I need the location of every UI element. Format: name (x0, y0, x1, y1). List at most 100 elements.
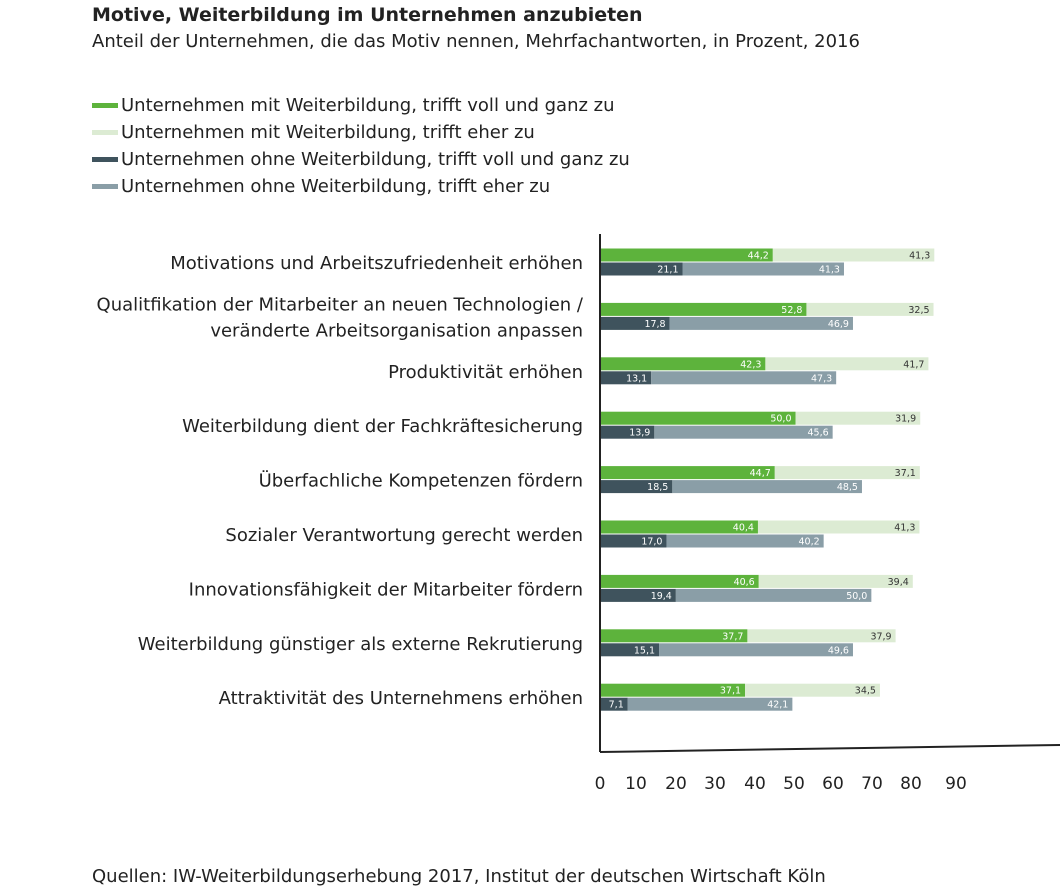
data-label: 37,7 (722, 631, 743, 642)
bar (600, 683, 746, 697)
x-axis-line (599, 744, 1061, 753)
bar (765, 357, 929, 371)
data-label: 45,6 (807, 428, 828, 439)
bar (675, 588, 872, 602)
data-label: 18,5 (647, 482, 668, 493)
x-tick-label: 80 (900, 774, 922, 794)
category-label: veränderte Arbeitsorganisation anpassen (210, 320, 583, 341)
data-label: 37,1 (895, 468, 916, 479)
bar (600, 588, 676, 602)
bar (600, 371, 652, 385)
data-label: 15,1 (634, 645, 655, 656)
data-label: 32,5 (908, 305, 929, 316)
bar (774, 466, 920, 480)
bar (600, 425, 655, 439)
chart-title: Motive, Weiterbildung im Unternehmen anz… (92, 4, 643, 26)
data-label: 40,4 (733, 523, 754, 534)
bar-chart: Motivations und Arbeitszufriedenheit erh… (97, 234, 1061, 794)
bar (669, 316, 853, 330)
bar (758, 574, 913, 588)
data-label: 37,9 (870, 631, 891, 642)
data-label: 13,1 (626, 373, 647, 384)
legend-item-without-training-partial: Unternehmen ohne Weiterbildung, trifft e… (92, 173, 630, 200)
data-label: 50,0 (770, 414, 791, 425)
legend-swatch (92, 157, 118, 162)
data-label: 47,3 (811, 373, 832, 384)
data-label: 44,7 (750, 468, 771, 479)
bar (806, 302, 934, 316)
bar (772, 248, 935, 262)
data-label: 44,2 (748, 251, 769, 262)
bar (600, 411, 796, 425)
data-label: 40,6 (734, 577, 755, 588)
x-tick-label: 40 (744, 774, 766, 794)
x-tick-label: 70 (861, 774, 883, 794)
category-label: Produktivität erhöhen (388, 362, 583, 383)
data-label: 42,3 (740, 359, 761, 370)
bar (600, 248, 773, 262)
bar (795, 411, 921, 425)
category-label: Innovationsfähigkeit der Mitarbeiter för… (189, 579, 583, 600)
bar (600, 643, 660, 657)
x-tick-label: 20 (665, 774, 687, 794)
legend-swatch (92, 130, 118, 135)
bar (600, 697, 628, 711)
data-label: 41,3 (909, 251, 930, 262)
x-tick-label: 90 (945, 774, 967, 794)
data-label: 17,8 (644, 319, 665, 330)
bar (600, 466, 775, 480)
data-label: 49,6 (828, 645, 849, 656)
data-label: 41,3 (894, 523, 915, 534)
data-label: 39,4 (888, 577, 909, 588)
bar (600, 534, 667, 548)
legend-item-without-training-full: Unternehmen ohne Weiterbildung, trifft v… (92, 146, 630, 173)
legend-label: Unternehmen ohne Weiterbildung, trifft v… (121, 149, 630, 170)
data-label: 21,1 (657, 265, 678, 276)
legend-label: Unternehmen mit Weiterbildung, trifft eh… (121, 122, 535, 143)
bar (600, 302, 807, 316)
legend-label: Unternehmen ohne Weiterbildung, trifft e… (121, 176, 551, 197)
data-label: 37,1 (720, 686, 741, 697)
data-label: 13,9 (629, 428, 650, 439)
x-tick-label: 60 (822, 774, 844, 794)
legend: Unternehmen mit Weiterbildung, trifft vo… (92, 92, 630, 200)
category-label: Weiterbildung günstiger als externe Rekr… (138, 634, 583, 655)
data-label: 34,5 (855, 686, 876, 697)
data-label: 52,8 (781, 305, 802, 316)
bar (600, 357, 766, 371)
x-tick-label: 50 (783, 774, 805, 794)
data-label: 17,0 (641, 537, 662, 548)
bar (600, 574, 759, 588)
data-label: 41,3 (819, 265, 840, 276)
bar (600, 520, 758, 534)
bar (627, 697, 793, 711)
category-label: Sozialer Verantwortung gerecht werden (225, 525, 583, 546)
category-label: Motivations und Arbeitszufriedenheit erh… (170, 253, 583, 274)
data-label: 19,4 (651, 591, 672, 602)
bar (600, 629, 748, 643)
data-label: 41,7 (903, 359, 924, 370)
bar (672, 480, 862, 494)
category-label: Qualitfikation der Mitarbeiter an neuen … (97, 294, 584, 315)
bar (600, 480, 673, 494)
bar (600, 262, 683, 276)
legend-item-with-training-partial: Unternehmen mit Weiterbildung, trifft eh… (92, 119, 630, 146)
data-label: 46,9 (828, 319, 849, 330)
category-label: Weiterbildung dient der Fachkräftesicher… (182, 416, 583, 437)
data-label: 31,9 (895, 414, 916, 425)
x-tick-label: 0 (595, 774, 606, 794)
bar (600, 316, 670, 330)
source-note: Quellen: IW-Weiterbildungserhebung 2017,… (92, 866, 826, 887)
bar (659, 643, 853, 657)
bar (682, 262, 844, 276)
legend-swatch (92, 103, 118, 108)
data-label: 42,1 (767, 700, 788, 711)
chart-subtitle: Anteil der Unternehmen, die das Motiv ne… (92, 31, 860, 52)
legend-label: Unternehmen mit Weiterbildung, trifft vo… (121, 95, 615, 116)
data-label: 40,2 (798, 537, 819, 548)
category-label: Attraktivität des Unternehmens erhöhen (219, 688, 583, 709)
data-label: 50,0 (846, 591, 867, 602)
data-label: 7,1 (609, 700, 624, 711)
bar (745, 683, 880, 697)
x-tick-label: 30 (704, 774, 726, 794)
